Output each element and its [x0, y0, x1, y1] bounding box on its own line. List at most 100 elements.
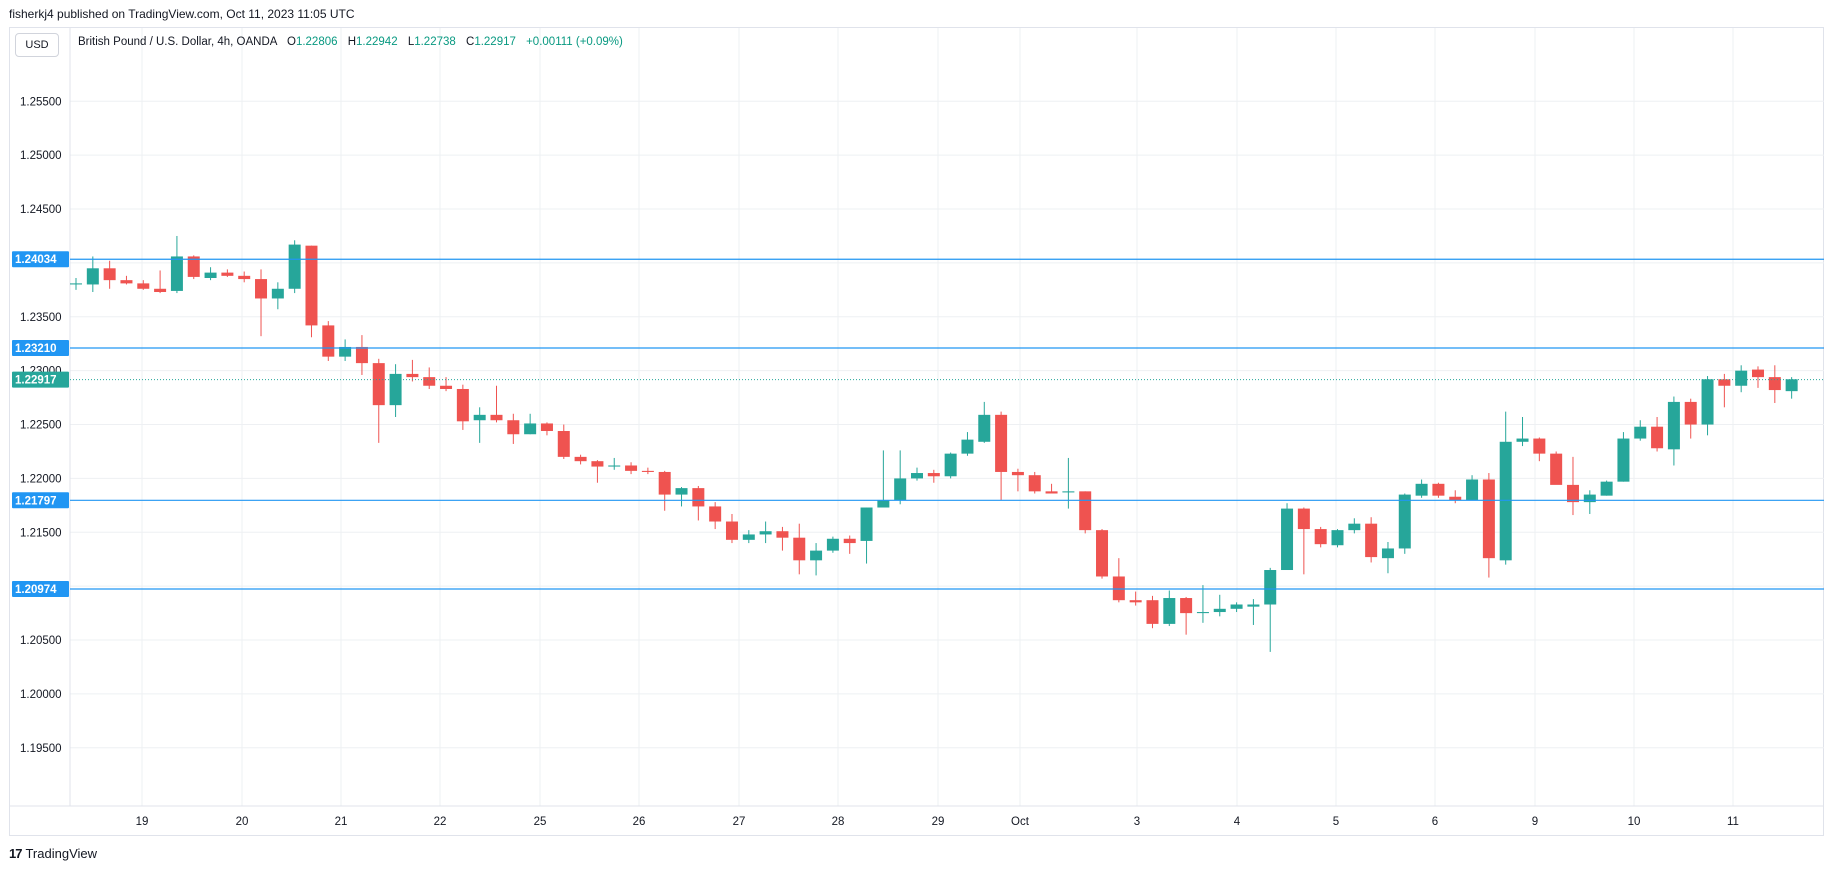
- candle-up: [860, 507, 873, 541]
- level-tag: [12, 492, 69, 509]
- x-tick-label: 26: [633, 816, 646, 828]
- x-tick-label: 19: [136, 816, 149, 828]
- candle-up: [1264, 570, 1277, 605]
- candle-down: [137, 283, 150, 289]
- candle-down: [1112, 576, 1125, 601]
- candle-down: [927, 473, 940, 477]
- candle-up: [810, 550, 823, 561]
- candle-up: [944, 453, 957, 477]
- candle-down: [725, 521, 738, 540]
- level-tag-label: 1.20974: [15, 584, 57, 596]
- candle-up: [1600, 481, 1613, 496]
- x-tick-label: 5: [1333, 816, 1339, 828]
- candle-down: [709, 506, 722, 522]
- candle-down: [1096, 530, 1109, 577]
- y-tick-label: 1.19500: [20, 743, 62, 755]
- published-caption: fisherkj4 published on TradingView.com, …: [9, 7, 355, 21]
- currency-button[interactable]: USD: [15, 33, 59, 57]
- candle-down: [120, 280, 133, 284]
- candle-up: [1516, 438, 1529, 442]
- candle-up: [1281, 508, 1294, 571]
- candle-up: [1213, 608, 1226, 613]
- candle-up: [1348, 523, 1361, 531]
- candle-down: [1180, 598, 1193, 614]
- candle-down: [641, 470, 654, 472]
- open-label: O: [286, 36, 296, 48]
- candle-up: [70, 283, 82, 285]
- candle-up: [1062, 491, 1075, 493]
- candle-down: [1314, 529, 1327, 545]
- candle-down: [1028, 475, 1041, 492]
- candle-down: [658, 471, 671, 495]
- candle-down: [1432, 483, 1445, 496]
- candle-up: [759, 531, 772, 535]
- level-tag-label: 1.24034: [15, 254, 57, 266]
- y-tick-label: 1.20500: [20, 635, 62, 647]
- candle-down: [238, 275, 251, 280]
- x-tick-label: 21: [335, 816, 348, 828]
- candle-up: [1617, 438, 1630, 482]
- candle-down: [843, 538, 856, 544]
- candle-down: [1533, 438, 1546, 454]
- candle-up: [1381, 548, 1394, 559]
- candle-up: [675, 488, 688, 495]
- x-tick-label: 9: [1532, 816, 1538, 828]
- candle-down: [103, 268, 116, 281]
- candle-down: [440, 385, 453, 389]
- x-tick-label: 6: [1432, 816, 1438, 828]
- y-tick-label: 1.23500: [20, 312, 62, 324]
- candle-up: [473, 414, 486, 421]
- y-tick-label: 1.25000: [20, 150, 62, 162]
- candle-up: [1634, 426, 1647, 439]
- tradingview-logo[interactable]: 17 TradingView: [9, 846, 97, 861]
- symbol-name: British Pound / U.S. Dollar, 4h, OANDA: [78, 36, 277, 48]
- level-tag-label: 1.21797: [15, 495, 57, 507]
- x-tick-label: 10: [1628, 816, 1641, 828]
- candle-down: [625, 465, 638, 471]
- candle-down: [1365, 523, 1378, 558]
- candle-up: [271, 288, 284, 299]
- candle-down: [507, 420, 520, 435]
- high-value: 1.22942: [356, 36, 398, 48]
- candle-up: [1667, 401, 1680, 450]
- candle-up: [1415, 483, 1428, 496]
- logo-text: TradingView: [25, 846, 98, 861]
- candle-down: [423, 377, 436, 386]
- candle-up: [1163, 598, 1176, 624]
- candle-down: [1651, 426, 1664, 449]
- candle-down: [187, 256, 200, 277]
- x-tick-label: 27: [733, 816, 746, 828]
- candle-down: [490, 414, 503, 421]
- y-tick-label: 1.22500: [20, 420, 62, 432]
- level-tag-label: 1.23210: [15, 343, 57, 355]
- symbol-legend: British Pound / U.S. Dollar, 4h, OANDA O…: [78, 36, 623, 48]
- candle-down: [355, 346, 368, 364]
- last-price-tag: [12, 371, 69, 388]
- logo-mark-icon: 17: [9, 846, 23, 861]
- candle-up: [1583, 494, 1596, 503]
- candle-up: [1785, 379, 1798, 392]
- candle-down: [1297, 508, 1310, 530]
- candle-down: [1146, 600, 1159, 624]
- candle-up: [826, 538, 839, 551]
- y-tick-label: 1.20000: [20, 689, 62, 701]
- candle-up: [170, 256, 183, 291]
- candle-up: [1230, 604, 1243, 609]
- x-tick-label: Oct: [1011, 816, 1030, 828]
- candle-down: [1550, 453, 1563, 485]
- candle-down: [372, 363, 385, 406]
- candle-down: [1011, 471, 1024, 476]
- candle-up: [1196, 612, 1209, 614]
- level-tag: [12, 340, 69, 357]
- low-label: L: [407, 36, 415, 48]
- candle-down: [692, 488, 705, 507]
- candle-up: [1247, 604, 1260, 607]
- candle-down: [221, 272, 234, 276]
- candle-down: [456, 388, 469, 422]
- candle-down: [591, 461, 604, 467]
- candle-up: [1735, 370, 1748, 386]
- candle-down: [995, 414, 1008, 472]
- candle-up: [742, 534, 755, 540]
- y-tick-label: 1.21500: [20, 527, 62, 539]
